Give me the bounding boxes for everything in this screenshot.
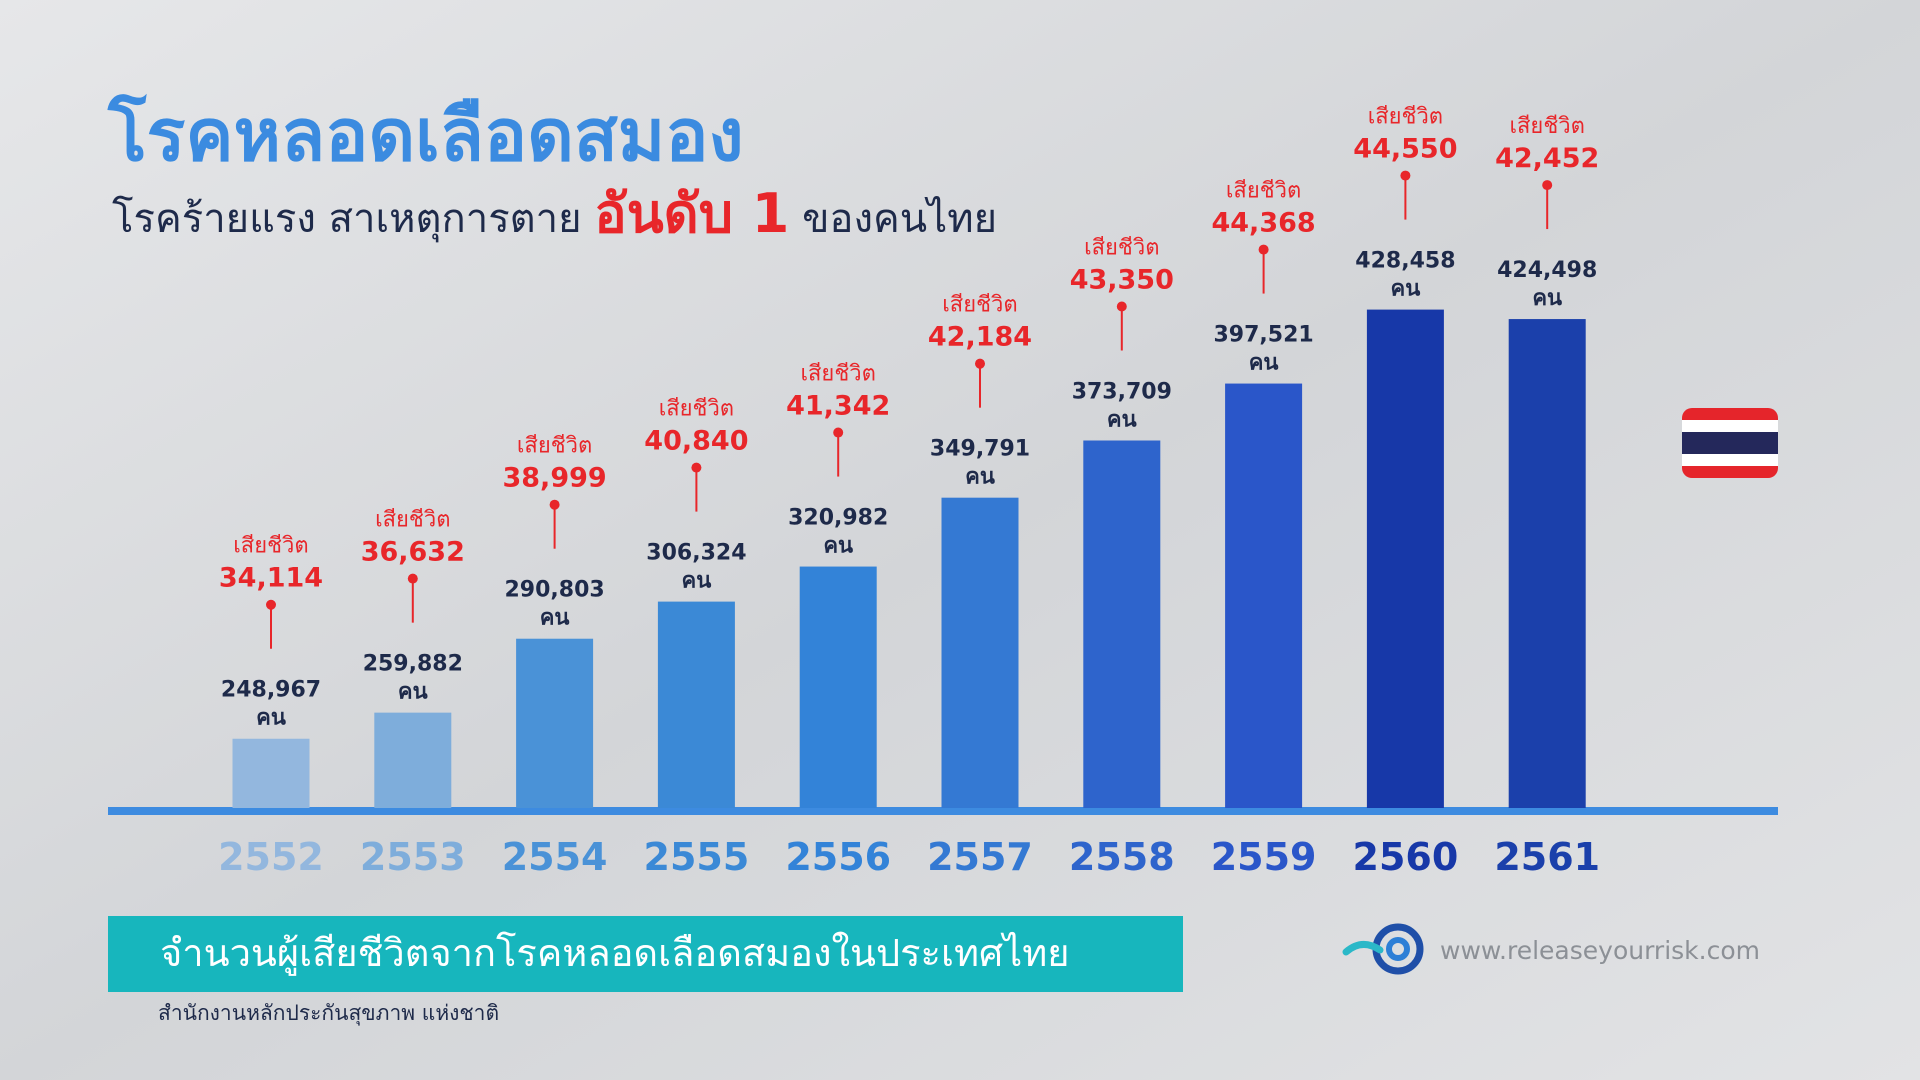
x-tick-label: 2555: [644, 835, 750, 879]
x-tick-label: 2554: [502, 835, 608, 879]
unit-label: คน: [1107, 407, 1137, 432]
death-value: 44,368: [1211, 208, 1315, 239]
unit-label: คน: [398, 680, 428, 705]
death-dot: [1116, 301, 1127, 312]
death-dot: [1542, 180, 1553, 191]
x-tick-label: 2559: [1211, 835, 1317, 879]
value-label: 424,498: [1497, 258, 1597, 283]
chart-title: โรคหลอดเลือดสมอง: [107, 92, 744, 177]
death-label: เสียชีวิต: [1509, 114, 1584, 139]
unit-label: คน: [256, 706, 286, 731]
death-dot: [691, 462, 702, 473]
x-tick-label: 2552: [218, 835, 324, 879]
bar: [1508, 319, 1586, 808]
death-dot: [407, 573, 418, 584]
death-label: เสียชีวิต: [1084, 235, 1159, 260]
death-dot: [1258, 244, 1269, 255]
caption: จำนวนผู้เสียชีวิตจากโรคหลอดเลือดสมองในปร…: [160, 931, 1070, 976]
death-dot: [975, 358, 985, 369]
death-dot: [1400, 170, 1411, 181]
death-label: เสียชีวิต: [517, 434, 592, 459]
value-label: 248,967: [221, 678, 321, 703]
death-value: 42,452: [1495, 143, 1599, 174]
bar: [232, 738, 310, 808]
value-label: 290,803: [504, 578, 604, 603]
x-tick-label: 2561: [1494, 835, 1600, 879]
value-label: 397,521: [1213, 323, 1313, 348]
death-label: เสียชีวิต: [1368, 105, 1443, 130]
x-tick-label: 2557: [927, 835, 1033, 879]
unit-label: คน: [682, 569, 712, 594]
website: www.releaseyourrisk.com: [1440, 936, 1760, 965]
value-label: 259,882: [363, 652, 463, 677]
source: สำนักงานหลักประกันสุขภาพ แห่งชาติ: [158, 1001, 499, 1026]
subtitle-part: โรคร้ายแรง สาเหตุการตาย: [112, 196, 582, 243]
thai-flag: [1682, 408, 1778, 478]
value-label: 320,982: [788, 506, 888, 531]
x-tick-label: 2560: [1353, 835, 1459, 879]
death-value: 36,632: [361, 537, 465, 568]
death-dot: [549, 499, 560, 510]
death-label: เสียชีวิต: [659, 397, 734, 422]
caption-banner: [108, 916, 1183, 992]
death-dot: [833, 427, 844, 438]
death-label: เสียชีวิต: [1226, 179, 1301, 204]
death-dot: [266, 599, 276, 610]
bar: [941, 497, 1019, 808]
death-value: 43,350: [1070, 264, 1174, 295]
unit-label: คน: [823, 534, 853, 559]
bar: [374, 712, 452, 808]
value-label: 373,709: [1072, 379, 1172, 404]
unit-label: คน: [965, 465, 995, 490]
subtitle-highlight: อันดับ 1: [594, 182, 789, 245]
death-value: 40,840: [644, 426, 748, 457]
death-value: 38,999: [502, 463, 606, 494]
death-value: 42,184: [928, 322, 1032, 353]
death-value: 34,114: [219, 563, 323, 594]
logo: [1342, 923, 1424, 975]
value-label: 428,458: [1355, 249, 1455, 274]
bar: [657, 601, 735, 808]
unit-label: คน: [540, 606, 570, 631]
death-value: 44,550: [1353, 134, 1457, 165]
value-label: 306,324: [646, 541, 746, 566]
unit-label: คน: [1532, 286, 1562, 311]
unit-label: คน: [1249, 351, 1279, 376]
unit-label: คน: [1391, 277, 1421, 302]
x-tick-label: 2556: [785, 835, 891, 879]
subtitle: โรคร้ายแรง สาเหตุการตาย อันดับ 1 ของคนไท…: [112, 182, 997, 245]
bar: [799, 566, 877, 808]
bar: [1225, 383, 1303, 808]
baseline: [108, 807, 1778, 815]
bar: [1366, 309, 1444, 808]
death-label: เสียชีวิต: [233, 534, 308, 559]
x-tick-label: 2553: [360, 835, 466, 879]
x-tick-label: 2558: [1069, 835, 1175, 879]
bar: [1083, 440, 1161, 808]
death-label: เสียชีวิต: [375, 508, 450, 533]
value-label: 349,791: [930, 437, 1030, 462]
death-label: เสียชีวิต: [800, 362, 875, 387]
bar: [516, 638, 594, 808]
subtitle-part: ของคนไทย: [802, 196, 997, 242]
death-label: เสียชีวิต: [942, 293, 1017, 318]
death-value: 41,342: [786, 391, 890, 422]
